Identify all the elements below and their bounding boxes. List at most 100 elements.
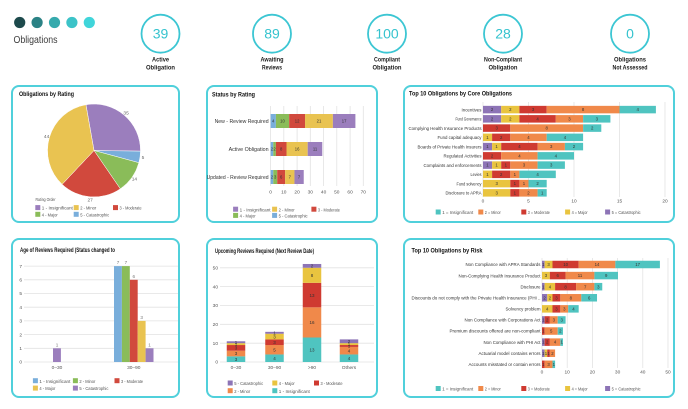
svg-text:1: 1 — [273, 331, 276, 336]
svg-text:1: 1 — [486, 135, 489, 140]
svg-text:7: 7 — [125, 260, 128, 265]
svg-text:6: 6 — [557, 273, 560, 278]
svg-text:12: 12 — [295, 119, 300, 124]
svg-text:89: 89 — [264, 26, 280, 42]
svg-text:2: 2 — [271, 147, 274, 152]
svg-text:10: 10 — [280, 119, 285, 124]
svg-text:50: 50 — [665, 370, 671, 376]
svg-text:4: 4 — [273, 356, 276, 361]
svg-text:5 = Catastrophic: 5 = Catastrophic — [612, 210, 641, 216]
svg-text:3: 3 — [550, 163, 553, 168]
svg-text:Reviews: Reviews — [262, 65, 282, 72]
svg-text:3: 3 — [140, 315, 143, 320]
svg-text:5 - Catastrophic: 5 - Catastrophic — [79, 386, 109, 392]
svg-text:4 - Major: 4 - Major — [39, 386, 55, 392]
svg-text:2 - Minor: 2 - Minor — [279, 207, 295, 213]
svg-text:8: 8 — [570, 295, 573, 300]
svg-text:3 - Moderate: 3 - Moderate — [120, 206, 142, 212]
svg-text:3 = Moderate: 3 = Moderate — [528, 387, 550, 393]
svg-text:Fund solvency: Fund solvency — [457, 181, 483, 186]
svg-text:3: 3 — [273, 340, 276, 345]
svg-text:5: 5 — [273, 347, 276, 352]
svg-text:Disclosure: Disclosure — [521, 284, 541, 289]
svg-text:20: 20 — [213, 322, 219, 328]
svg-text:2: 2 — [271, 175, 274, 180]
svg-text:1: 1 — [523, 181, 526, 186]
svg-text:Levies: Levies — [471, 172, 483, 177]
svg-text:Fund Governance: Fund Governance — [456, 117, 482, 122]
svg-text:50: 50 — [213, 265, 219, 271]
svg-text:8: 8 — [546, 126, 549, 131]
svg-text:3: 3 — [568, 117, 571, 122]
svg-text:2: 2 — [491, 107, 494, 112]
svg-text:1: 1 — [495, 163, 498, 168]
svg-text:4: 4 — [19, 305, 22, 311]
svg-text:1: 1 — [545, 351, 548, 356]
svg-text:2 - Minor: 2 - Minor — [80, 206, 96, 212]
svg-text:4: 4 — [536, 172, 539, 177]
svg-text:4: 4 — [536, 117, 539, 122]
svg-text:100: 100 — [375, 26, 399, 42]
svg-text:44: 44 — [44, 134, 50, 140]
svg-text:3: 3 — [235, 357, 238, 362]
svg-text:4: 4 — [554, 340, 557, 345]
svg-text:4 - Major: 4 - Major — [42, 212, 58, 218]
svg-text:3: 3 — [235, 351, 238, 356]
svg-text:1 - Insignificant: 1 - Insignificant — [39, 379, 71, 385]
svg-text:1: 1 — [542, 340, 545, 345]
svg-text:4: 4 — [564, 135, 567, 140]
svg-text:3: 3 — [523, 163, 526, 168]
svg-text:3: 3 — [235, 346, 238, 351]
svg-text:1: 1 — [542, 329, 545, 334]
svg-text:Obligations by Rating: Obligations by Rating — [19, 91, 74, 98]
svg-text:7: 7 — [117, 260, 120, 265]
svg-text:8: 8 — [311, 273, 314, 278]
svg-text:2: 2 — [546, 340, 549, 345]
svg-text:Non-Compliant: Non-Compliant — [484, 57, 523, 64]
svg-text:20: 20 — [662, 199, 668, 205]
svg-text:Accounts misstated or contain: Accounts misstated or contain errors — [469, 362, 542, 367]
svg-text:3 - Moderate: 3 - Moderate — [121, 379, 143, 385]
svg-text:Obligation: Obligation — [146, 65, 175, 72]
svg-text:Compliant: Compliant — [374, 57, 401, 64]
svg-text:14: 14 — [132, 177, 138, 183]
svg-text:1: 1 — [235, 340, 238, 345]
svg-text:1: 1 — [514, 181, 517, 186]
svg-text:1: 1 — [542, 318, 545, 323]
svg-text:3: 3 — [555, 295, 558, 300]
svg-text:50: 50 — [334, 190, 340, 196]
svg-text:5: 5 — [527, 199, 530, 205]
svg-text:39: 39 — [153, 26, 169, 42]
svg-text:Boards of Private Health Insur: Boards of Private Health Insurers — [418, 144, 483, 149]
svg-text:4: 4 — [518, 144, 521, 149]
svg-text:30–90: 30–90 — [127, 365, 141, 371]
svg-text:2: 2 — [591, 126, 594, 131]
svg-text:3: 3 — [547, 262, 550, 267]
svg-text:3: 3 — [553, 318, 556, 323]
svg-text:35: 35 — [123, 110, 129, 116]
svg-text:3 - Moderate: 3 - Moderate — [318, 207, 340, 213]
svg-text:0: 0 — [482, 199, 485, 205]
svg-text:4: 4 — [549, 284, 552, 289]
svg-text:2: 2 — [527, 190, 530, 195]
svg-text:1: 1 — [541, 190, 544, 195]
svg-text:3 - Moderate: 3 - Moderate — [321, 381, 343, 387]
svg-text:3: 3 — [496, 190, 499, 195]
svg-text:5 - Catastrophic: 5 - Catastrophic — [279, 214, 309, 220]
svg-text:10: 10 — [213, 341, 219, 347]
svg-text:1: 1 — [348, 344, 351, 349]
svg-text:4 - Major: 4 - Major — [279, 381, 295, 387]
svg-text:2: 2 — [536, 181, 539, 186]
svg-text:Status by Rating: Status by Rating — [212, 92, 255, 99]
svg-text:4: 4 — [272, 119, 275, 124]
svg-text:7: 7 — [289, 175, 292, 180]
svg-text:Complaints and enforcements: Complaints and enforcements — [424, 163, 483, 168]
svg-text:27: 27 — [88, 197, 94, 203]
svg-text:2 = Minor: 2 = Minor — [485, 210, 501, 216]
svg-text:0: 0 — [269, 190, 272, 196]
svg-text:Non Compliance with APRA Stand: Non Compliance with APRA Standards — [466, 262, 542, 267]
svg-text:4: 4 — [555, 153, 558, 158]
svg-text:0: 0 — [541, 370, 544, 376]
svg-text:3: 3 — [597, 284, 600, 289]
svg-text:10: 10 — [281, 190, 287, 196]
